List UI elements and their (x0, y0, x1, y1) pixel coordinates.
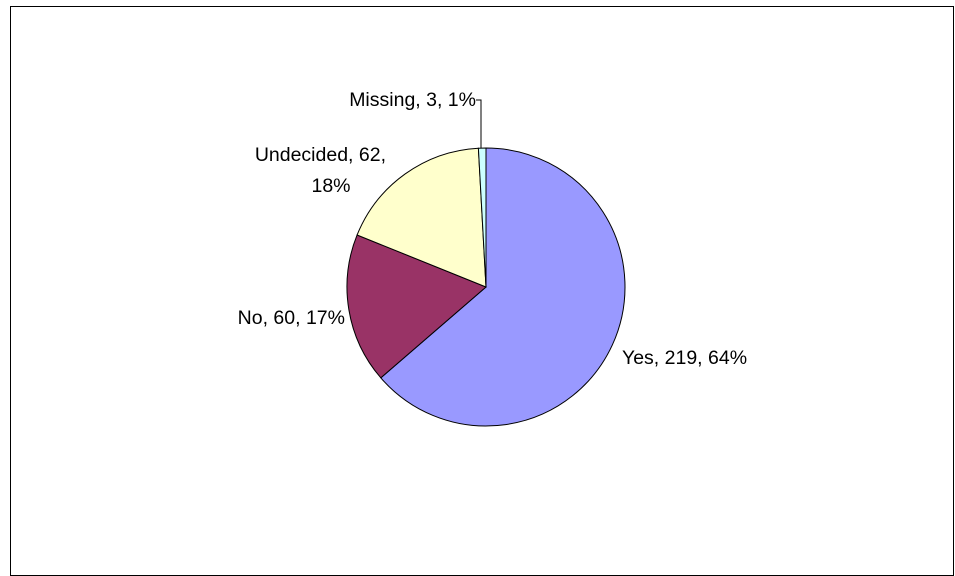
data-label-missing: Missing, 3, 1% (349, 89, 476, 111)
leader-line-missing (476, 99, 482, 148)
pie-slice-yes (380, 147, 626, 427)
data-labels: Yes, 219, 64% No, 60, 17% Undecided, 62, 18… (238, 89, 747, 369)
pie-slice-undecided (356, 147, 487, 288)
data-label-undecided: Undecided, 62, 18% (255, 144, 386, 197)
leader-lines (476, 99, 482, 148)
pie-slice-no (346, 234, 487, 379)
pie-slices (346, 147, 626, 427)
data-label-yes: Yes, 219, 64% (622, 347, 747, 369)
data-label-no: No, 60, 17% (238, 307, 345, 329)
pie-slice-missing (477, 147, 487, 288)
